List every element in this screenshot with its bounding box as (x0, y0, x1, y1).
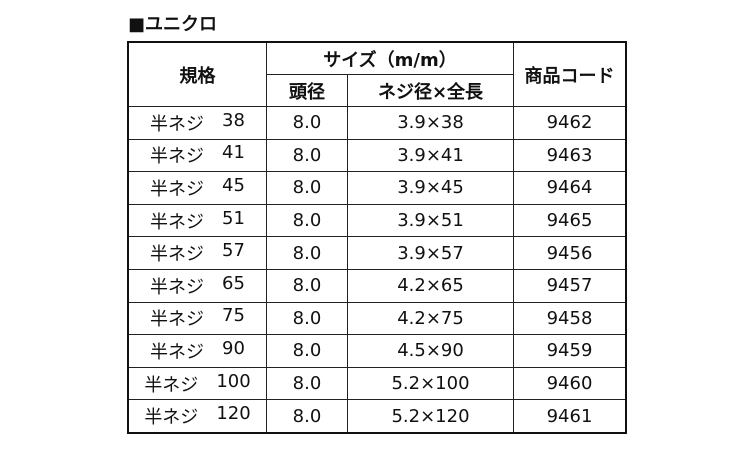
head-cell: 8.0 (266, 301, 348, 336)
spec-cell: 半ネジ 41 (127, 138, 267, 173)
code-cell: 9460 (513, 366, 627, 401)
code-cell: 9463 (513, 138, 627, 173)
spec-cell: 半ネジ 51 (127, 203, 267, 238)
head-cell: 8.0 (266, 399, 348, 434)
spec-cell: 半ネジ 100 (127, 366, 267, 401)
spec-size: 65 (222, 272, 245, 294)
spec-name: 半ネジ (150, 211, 205, 233)
dims-cell: 4.5×90 (347, 334, 514, 368)
spec-wrap: 半ネジ 65 (129, 273, 266, 299)
spec-size: 90 (222, 337, 245, 359)
spec-name: 半ネジ (144, 407, 199, 429)
table-row: 半ネジ 41 8.0 3.9×41 9463 (127, 138, 627, 173)
spec-size: 75 (222, 305, 245, 327)
spec-name: 半ネジ (150, 146, 205, 168)
spec-wrap: 半ネジ 120 (129, 403, 266, 429)
dims-cell: 5.2×100 (347, 366, 514, 401)
head-cell: 8.0 (266, 366, 348, 401)
product-table: 規格 サイズ（m/m） 商品コード 頭径 ネジ径×全長 半ネジ 38 8.0 3.9×… (127, 41, 627, 434)
spec-cell: 半ネジ 45 (127, 171, 267, 205)
code-cell: 9459 (513, 334, 627, 368)
head-cell: 8.0 (266, 236, 348, 270)
table-row: 半ネジ 38 8.0 3.9×38 9462 (127, 106, 627, 140)
header-cell: ネジ径×全長 (347, 74, 514, 107)
table-row: 半ネジ 90 8.0 4.5×90 9459 (127, 334, 627, 368)
code-cell: 9465 (513, 203, 627, 238)
spec-size: 51 (222, 207, 245, 229)
spec-wrap: 半ネジ 75 (129, 305, 266, 331)
header-cell: 規格 (127, 41, 267, 107)
table-row: 半ネジ 75 8.0 4.2×75 9458 (127, 301, 627, 336)
table-row: 半ネジ 51 8.0 3.9×51 9465 (127, 203, 627, 238)
spec-size: 41 (222, 142, 245, 164)
code-cell: 9462 (513, 106, 627, 140)
spec-name: 半ネジ (144, 374, 199, 396)
dims-cell: 4.2×65 (347, 268, 514, 303)
table-row: 半ネジ 100 8.0 5.2×100 9460 (127, 366, 627, 401)
spec-wrap: 半ネジ 100 (129, 371, 266, 397)
spec-size: 57 (222, 240, 245, 262)
head-cell: 8.0 (266, 203, 348, 238)
spec-wrap: 半ネジ 90 (129, 338, 266, 364)
spec-name: 半ネジ (150, 113, 205, 135)
dims-cell: 3.9×57 (347, 236, 514, 270)
spec-name: 半ネジ (150, 178, 205, 200)
spec-name: 半ネジ (150, 309, 205, 331)
table-body: 半ネジ 38 8.0 3.9×38 9462 半ネジ 41 8.0 3.9×41 9463 半ネジ 4… (127, 106, 627, 434)
header-cell: 頭径 (266, 74, 348, 107)
spec-wrap: 半ネジ 45 (129, 175, 266, 201)
dims-cell: 3.9×41 (347, 138, 514, 173)
spec-size: 45 (222, 174, 245, 196)
head-cell: 8.0 (266, 268, 348, 303)
header-cell: サイズ（m/m） (266, 41, 514, 75)
table-row: 半ネジ 45 8.0 3.9×45 9464 (127, 171, 627, 205)
dims-cell: 3.9×51 (347, 203, 514, 238)
code-cell: 9461 (513, 399, 627, 434)
code-cell: 9457 (513, 268, 627, 303)
header-cell: 商品コード (513, 41, 627, 107)
spec-cell: 半ネジ 120 (127, 399, 267, 434)
spec-name: 半ネジ (150, 341, 205, 363)
dims-cell: 5.2×120 (347, 399, 514, 434)
spec-wrap: 半ネジ 38 (129, 110, 266, 136)
code-cell: 9456 (513, 236, 627, 270)
spec-name: 半ネジ (150, 244, 205, 266)
code-cell: 9464 (513, 171, 627, 205)
spec-size: 100 (216, 370, 251, 392)
spec-cell: 半ネジ 75 (127, 301, 267, 336)
spec-wrap: 半ネジ 57 (129, 240, 266, 266)
dims-cell: 4.2×75 (347, 301, 514, 336)
spec-name: 半ネジ (150, 276, 205, 298)
dims-cell: 3.9×45 (347, 171, 514, 205)
spec-size: 38 (222, 109, 245, 131)
spec-cell: 半ネジ 38 (127, 106, 267, 140)
code-cell: 9458 (513, 301, 627, 336)
spec-cell: 半ネジ 65 (127, 268, 267, 303)
title: ■ユニクロ (128, 14, 218, 35)
head-cell: 8.0 (266, 334, 348, 368)
head-cell: 8.0 (266, 138, 348, 173)
table-row: 半ネジ 65 8.0 4.2×65 9457 (127, 268, 627, 303)
spec-wrap: 半ネジ 51 (129, 208, 266, 234)
head-cell: 8.0 (266, 171, 348, 205)
spec-cell: 半ネジ 57 (127, 236, 267, 270)
table-row: 半ネジ 57 8.0 3.9×57 9456 (127, 236, 627, 270)
spec-cell: 半ネジ 90 (127, 334, 267, 368)
head-cell: 8.0 (266, 106, 348, 140)
spec-wrap: 半ネジ 41 (129, 142, 266, 168)
dims-cell: 3.9×38 (347, 106, 514, 140)
spec-size: 120 (216, 403, 251, 425)
table-row: 半ネジ 120 8.0 5.2×120 9461 (127, 399, 627, 434)
